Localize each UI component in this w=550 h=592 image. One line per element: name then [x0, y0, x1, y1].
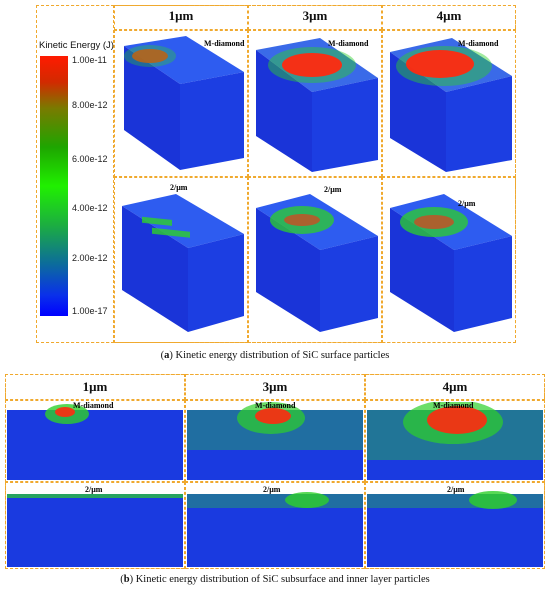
block-a-3um-2um: 2/μm [256, 185, 378, 332]
label-mdiamond-b2: M-diamond [255, 402, 296, 410]
header-3um-a [248, 5, 382, 30]
cell-b-row2-col1 [5, 482, 185, 569]
label-2um-a3: 2/μm [458, 199, 476, 208]
column-header-4um-b: 4μm [442, 379, 468, 394]
header-4um-b [365, 374, 545, 400]
cell-a-row1-col3 [382, 30, 516, 177]
cell-b-row2-col2 [185, 482, 365, 569]
cell-a-row2-col2 [248, 177, 382, 343]
caption-a: (a) Kinetic energy distribution of SiC s… [160, 350, 390, 361]
colorbar-title: Kinetic Energy (J) [39, 40, 114, 51]
header-1um-b [5, 374, 185, 400]
label-2um-b1: 2/μm [85, 485, 103, 494]
cell-a-row2-col3 [382, 177, 516, 343]
cell-b-row2-col3 [365, 482, 545, 569]
colorbar-tick-4: 4.00e-12 [72, 203, 108, 213]
column-header-3um: 3μm [302, 8, 328, 23]
cell-a-row2-col1 [114, 177, 248, 343]
block-a-1um-2um: 2/μm [122, 183, 244, 332]
label-mdiamond-b3: M-diamond [433, 402, 474, 410]
block-a-4um-2um: 2/μm [390, 194, 512, 332]
section-b-4um-mdiamond: M-diamond [367, 402, 543, 480]
section-b-3um-mdiamond: M-diamond [187, 402, 363, 480]
label-2um-b2: 2/μm [263, 485, 281, 494]
label-2um-a1: 2/μm [170, 183, 188, 192]
colorbar-frame [36, 5, 114, 343]
block-a-4um-mdiamond: M-diamond [390, 38, 512, 172]
section-b-1um-2um: 2/μm [7, 485, 183, 567]
section-b-4um-2um: 2/μm [367, 485, 543, 567]
block-a-3um-mdiamond: M-diamond [256, 38, 378, 172]
colorbar-gradient [40, 56, 68, 316]
section-b-3um-2um: 2/μm [187, 485, 363, 567]
column-header-4um: 4μm [436, 8, 462, 23]
cell-b-row1-col1 [5, 400, 185, 482]
label-2um-b3: 2/μm [447, 485, 465, 494]
label-mdiamond-b1: M-diamond [73, 402, 114, 410]
colorbar-tick-5: 2.00e-12 [72, 253, 108, 263]
colorbar-tick-3: 6.00e-12 [72, 154, 108, 164]
header-4um-a [382, 5, 516, 30]
colorbar-tick-1: 1.00e-11 [72, 55, 107, 65]
cell-a-row1-col1 [114, 30, 248, 177]
colorbar-tick-2: 8.00e-12 [72, 100, 108, 110]
header-3um-b [185, 374, 365, 400]
column-header-1um-b: 1μm [82, 379, 108, 394]
column-header-3um-b: 3μm [262, 379, 288, 394]
cell-b-row1-col2 [185, 400, 365, 482]
cell-b-row1-col3 [365, 400, 545, 482]
header-1um-a [114, 5, 248, 30]
colorbar-tick-6: 1.00e-17 [72, 306, 108, 316]
section-b-1um-mdiamond: M-diamond [7, 402, 183, 480]
label-mdiamond-a1: M-diamond [204, 39, 245, 48]
label-2um-a2: 2/μm [324, 185, 342, 194]
label-mdiamond-a3: M-diamond [458, 39, 499, 48]
cell-a-row1-col2 [248, 30, 382, 177]
column-header-1um: 1μm [168, 8, 194, 23]
block-a-1um-mdiamond: M-diamond [124, 36, 245, 170]
label-mdiamond-a2: M-diamond [328, 39, 369, 48]
caption-b: (b) Kinetic energy distribution of SiC s… [120, 574, 430, 585]
